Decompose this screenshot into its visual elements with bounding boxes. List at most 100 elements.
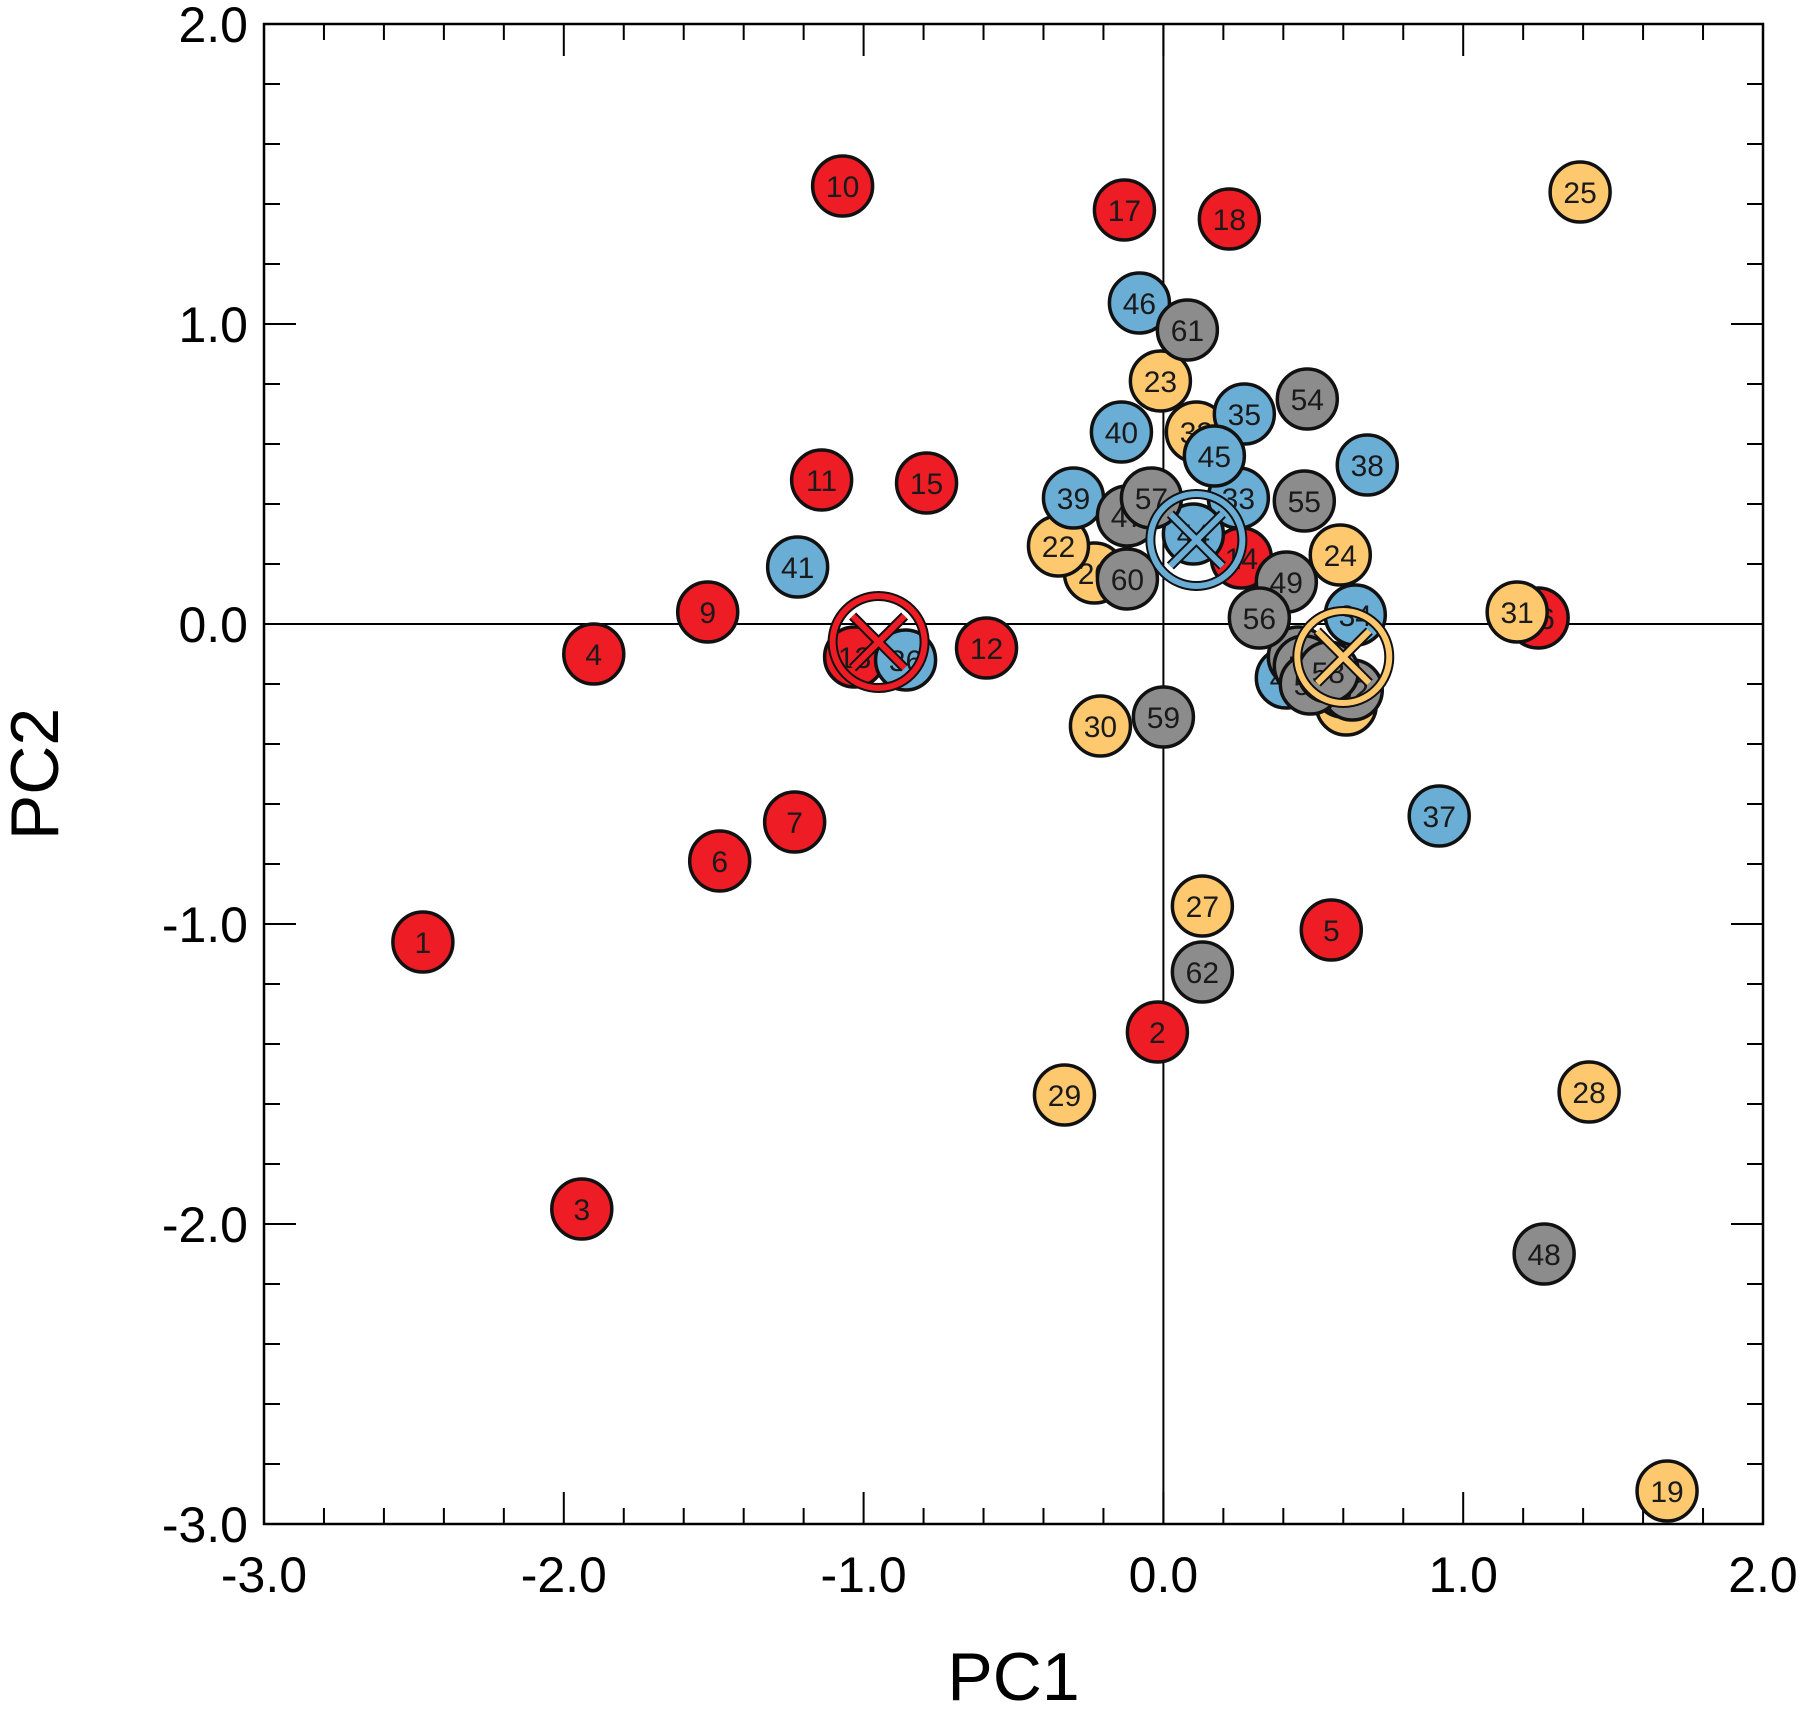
point-label: 39 xyxy=(1057,483,1090,516)
centroid-blue xyxy=(1145,489,1248,591)
point-label: 25 xyxy=(1563,177,1596,210)
point-marker xyxy=(1308,523,1373,587)
point-marker xyxy=(675,580,740,644)
point-marker xyxy=(1170,874,1235,938)
point-label: 41 xyxy=(781,552,814,585)
data-points: 1234567910111213141516171819202223242526… xyxy=(391,154,1699,1523)
point-marker xyxy=(954,616,1019,680)
point-61: 61 xyxy=(1155,298,1220,362)
point-label: 18 xyxy=(1213,204,1246,237)
y-tick-label: 2.0 xyxy=(178,0,248,53)
point-label: 23 xyxy=(1144,366,1177,399)
point-label: 28 xyxy=(1572,1077,1605,1110)
point-48: 48 xyxy=(1512,1222,1576,1286)
point-label: 9 xyxy=(699,597,716,630)
point-29: 29 xyxy=(1032,1063,1097,1127)
point-label: 6 xyxy=(711,846,728,879)
point-15: 15 xyxy=(894,451,959,515)
point-marker xyxy=(762,790,827,854)
point-marker xyxy=(562,622,626,686)
point-marker xyxy=(1092,178,1157,242)
point-3: 3 xyxy=(550,1177,614,1241)
point-label: 60 xyxy=(1111,564,1144,597)
point-marker xyxy=(1128,349,1193,413)
point-12: 12 xyxy=(954,616,1019,680)
point-marker xyxy=(810,154,875,218)
point-marker xyxy=(789,448,854,512)
point-label: 5 xyxy=(1323,915,1340,948)
point-18: 18 xyxy=(1197,187,1262,251)
point-62: 62 xyxy=(1170,940,1235,1004)
point-11: 11 xyxy=(789,448,854,512)
point-label: 7 xyxy=(786,807,803,840)
point-marker xyxy=(1155,298,1220,362)
point-label: 4 xyxy=(585,639,602,672)
point-label: 40 xyxy=(1105,417,1138,450)
point-label: 30 xyxy=(1084,711,1117,744)
point-label: 17 xyxy=(1108,195,1141,228)
point-label: 10 xyxy=(826,171,859,204)
point-label: 11 xyxy=(806,465,837,498)
point-9: 9 xyxy=(675,580,740,644)
y-tick-label: 0.0 xyxy=(178,597,248,653)
y-tick-label: -2.0 xyxy=(162,1197,248,1253)
point-marker xyxy=(1131,685,1196,749)
point-marker xyxy=(765,535,830,599)
point-25: 25 xyxy=(1548,160,1612,224)
point-39: 39 xyxy=(1041,466,1106,530)
point-label: 46 xyxy=(1123,288,1156,321)
point-marker xyxy=(1485,580,1549,644)
point-marker xyxy=(1275,367,1340,431)
point-marker xyxy=(1407,784,1471,848)
point-label: 19 xyxy=(1650,1476,1683,1509)
point-label: 38 xyxy=(1351,450,1384,483)
centroid-cross xyxy=(1315,628,1372,686)
point-marker xyxy=(1107,271,1172,335)
x-tick-label: -1.0 xyxy=(821,1547,907,1603)
point-55: 55 xyxy=(1272,469,1337,533)
point-marker xyxy=(391,910,455,974)
point-marker xyxy=(1557,1060,1621,1124)
point-10: 10 xyxy=(810,154,875,218)
point-label: 15 xyxy=(910,468,943,501)
x-tick-label: 0.0 xyxy=(1129,1547,1199,1603)
point-marker xyxy=(1032,1063,1097,1127)
centroid-cross xyxy=(850,613,907,671)
point-40: 40 xyxy=(1089,400,1154,464)
point-marker xyxy=(1548,160,1612,224)
point-marker xyxy=(1095,547,1160,611)
centroid-ring xyxy=(829,593,928,691)
point-label: 62 xyxy=(1186,957,1219,990)
x-axis-title: PC1 xyxy=(947,1639,1079,1715)
point-marker xyxy=(1170,940,1235,1004)
point-marker xyxy=(894,451,959,515)
centroid-cross xyxy=(1168,511,1225,569)
point-marker xyxy=(550,1177,614,1241)
point-marker xyxy=(1335,433,1400,497)
axis-ticks xyxy=(263,23,1764,1525)
point-label: 22 xyxy=(1042,531,1075,564)
point-45: 45 xyxy=(1182,424,1247,488)
point-19: 19 xyxy=(1635,1459,1699,1523)
point-41: 41 xyxy=(765,535,830,599)
point-54: 54 xyxy=(1275,367,1340,431)
point-5: 5 xyxy=(1299,898,1364,962)
reference-lines xyxy=(264,24,1763,1524)
point-label: 37 xyxy=(1423,801,1456,834)
point-label: 24 xyxy=(1324,540,1357,573)
x-tick-label: -3.0 xyxy=(221,1547,307,1603)
centroid-red xyxy=(827,591,930,693)
point-59: 59 xyxy=(1131,685,1196,749)
point-label: 31 xyxy=(1500,597,1533,630)
point-label: 1 xyxy=(415,927,432,960)
point-7: 7 xyxy=(762,790,827,854)
point-57: 57 xyxy=(1119,466,1184,530)
group-centroids xyxy=(827,489,1395,708)
point-marker xyxy=(1272,469,1337,533)
point-27: 27 xyxy=(1170,874,1235,938)
point-marker xyxy=(687,829,752,893)
point-60: 60 xyxy=(1095,547,1160,611)
point-marker xyxy=(1512,1222,1576,1286)
centroid-ring xyxy=(1294,608,1393,706)
